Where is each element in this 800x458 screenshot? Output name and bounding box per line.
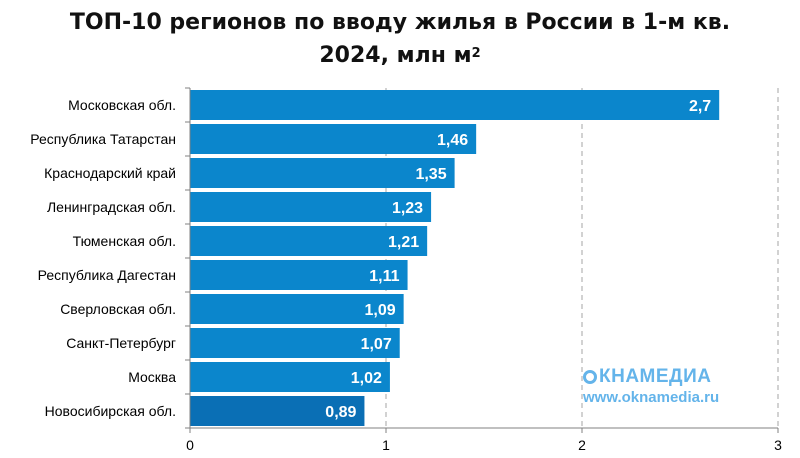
bar-1	[190, 124, 477, 154]
bar-value-label-5: 1,11	[369, 268, 399, 285]
bar-3	[190, 192, 432, 222]
bar-value-label-0: 2,7	[689, 98, 711, 115]
chart-title-line1: ТОП-10 регионов по вводу жилья в России …	[69, 10, 731, 35]
category-label-0: Московская обл.	[68, 97, 176, 113]
category-label-2: Краснодарский край	[44, 165, 176, 181]
x-tick-label-2: 2	[578, 437, 586, 453]
bar-value-label-3: 1,23	[392, 200, 423, 217]
bar-5	[190, 260, 408, 290]
bar-value-label-8: 1,02	[351, 370, 382, 387]
bar-0	[190, 90, 720, 120]
chart-title-line2-text: 2024, млн м	[319, 43, 472, 68]
bar-4	[190, 226, 428, 256]
bar-8	[190, 362, 390, 392]
bar-9	[190, 396, 365, 426]
category-label-4: Тюменская обл.	[73, 233, 176, 249]
bar-value-label-4: 1,21	[388, 234, 419, 251]
category-label-9: Новосибирская обл.	[45, 403, 176, 419]
x-tick-label-1: 1	[382, 437, 390, 453]
category-label-5: Республика Дагестан	[38, 267, 176, 283]
bar-value-label-9: 0,89	[325, 404, 356, 421]
bar-value-label-7: 1,07	[361, 336, 392, 353]
chart-title-superscript: 2	[471, 46, 481, 61]
x-tick-label-3: 3	[774, 437, 782, 453]
category-label-1: Республика Татарстан	[30, 131, 176, 147]
chart-title-line2: 2024, млн м2	[0, 39, 800, 72]
category-label-7: Санкт-Петербург	[66, 335, 176, 351]
bar-7	[190, 328, 400, 358]
bar-6	[190, 294, 404, 324]
chart-title: ТОП-10 регионов по вводу жилья в России …	[0, 6, 800, 72]
category-label-6: Сверловская обл.	[60, 301, 176, 317]
bar-2	[190, 158, 455, 188]
bar-value-label-2: 1,35	[415, 166, 446, 183]
bar-value-label-1: 1,46	[437, 132, 468, 149]
bar-value-label-6: 1,09	[364, 302, 395, 319]
category-label-3: Ленинградская обл.	[47, 199, 176, 215]
x-tick-label-0: 0	[186, 437, 194, 453]
category-label-8: Москва	[128, 369, 176, 385]
